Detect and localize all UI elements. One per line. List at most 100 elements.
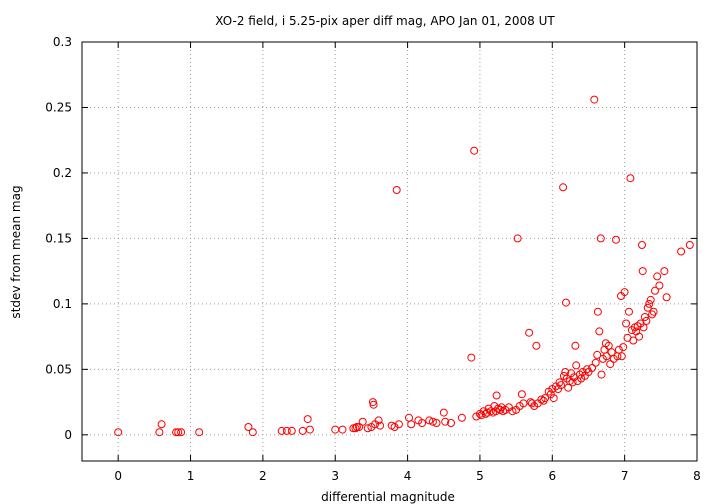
data-point bbox=[358, 417, 367, 426]
x-tick-label: 4 bbox=[404, 469, 412, 483]
data-point bbox=[331, 425, 340, 434]
data-point bbox=[405, 413, 413, 422]
y-tick-labels: 0 0.05 0.1 0.15 0.2 0.25 0.3 bbox=[45, 35, 72, 442]
data-point bbox=[303, 415, 312, 424]
data-point bbox=[428, 417, 437, 426]
data-point bbox=[287, 426, 296, 435]
data-point bbox=[195, 428, 204, 437]
data-point bbox=[305, 425, 314, 434]
data-point bbox=[541, 394, 550, 403]
data-point bbox=[660, 267, 669, 276]
data-point bbox=[338, 425, 347, 434]
data-point bbox=[157, 420, 166, 429]
data-point bbox=[557, 381, 565, 390]
x-tick-label: 6 bbox=[548, 469, 556, 483]
x-tick-labels: 0 1 2 3 4 5 6 7 8 bbox=[114, 469, 700, 483]
data-point bbox=[418, 419, 427, 427]
plot-frame bbox=[81, 41, 698, 462]
data-point bbox=[677, 247, 686, 256]
data-point bbox=[528, 399, 536, 408]
y-tick-label: 0.2 bbox=[53, 166, 72, 180]
data-point bbox=[619, 343, 628, 352]
data-point bbox=[578, 368, 587, 376]
data-point bbox=[627, 326, 636, 335]
data-point bbox=[425, 416, 434, 425]
data-point bbox=[617, 352, 626, 361]
data-point bbox=[559, 371, 568, 380]
data-point bbox=[508, 407, 517, 416]
data-point bbox=[622, 319, 631, 328]
x-tick-label: 8 bbox=[693, 469, 701, 483]
data-point bbox=[177, 428, 186, 437]
data-point bbox=[363, 424, 372, 433]
data-point bbox=[649, 307, 658, 316]
data-point bbox=[467, 353, 476, 362]
data-point bbox=[595, 327, 604, 336]
data-point bbox=[568, 378, 577, 387]
data-point bbox=[532, 341, 541, 350]
data-point bbox=[635, 332, 644, 341]
data-point bbox=[349, 424, 358, 433]
x-tick-label: 5 bbox=[476, 469, 484, 483]
data-point bbox=[655, 281, 664, 290]
x-tick-label: 0 bbox=[114, 469, 122, 483]
data-point bbox=[593, 350, 602, 359]
data-point bbox=[643, 303, 652, 312]
data-point bbox=[591, 358, 600, 367]
data-point bbox=[606, 360, 615, 369]
data-point bbox=[155, 428, 164, 437]
x-axis-title: differential magnitude bbox=[321, 490, 455, 504]
data-point bbox=[638, 267, 647, 276]
data-point bbox=[525, 328, 534, 337]
data-point bbox=[638, 241, 646, 249]
y-tick-label: 0.1 bbox=[53, 297, 72, 311]
data-point bbox=[604, 341, 613, 350]
data-point bbox=[277, 426, 286, 435]
data-point bbox=[494, 404, 502, 413]
chart-title: XO-2 field, i 5.25-pix aper diff mag, AP… bbox=[215, 14, 555, 28]
data-point bbox=[244, 423, 253, 431]
y-tick-label: 0.3 bbox=[53, 35, 72, 49]
data-point bbox=[390, 423, 399, 431]
data-point bbox=[571, 341, 580, 350]
data-point bbox=[492, 391, 501, 400]
data-point bbox=[499, 407, 508, 416]
data-point bbox=[394, 420, 403, 429]
data-point bbox=[596, 234, 605, 243]
data-point bbox=[369, 400, 378, 409]
y-tick-label: 0.25 bbox=[45, 100, 72, 114]
y-axis-title: stdev from mean mag bbox=[9, 185, 23, 318]
data-point bbox=[590, 95, 599, 104]
data-point bbox=[640, 313, 649, 321]
data-point bbox=[537, 395, 546, 404]
x-tick-label: 3 bbox=[331, 469, 339, 483]
y-tick-label: 0.05 bbox=[45, 362, 72, 376]
data-point bbox=[483, 408, 492, 417]
data-point bbox=[572, 361, 581, 370]
data-point bbox=[642, 316, 651, 325]
data-point bbox=[447, 419, 455, 427]
data-point bbox=[626, 174, 635, 183]
data-point bbox=[439, 408, 448, 417]
data-point bbox=[441, 417, 450, 426]
data-point bbox=[602, 352, 611, 361]
data-point bbox=[355, 423, 364, 431]
data-point bbox=[517, 390, 526, 399]
data-point bbox=[612, 235, 620, 244]
data-point bbox=[513, 234, 522, 243]
axis-ticks bbox=[82, 41, 698, 461]
data-point bbox=[432, 419, 441, 427]
data-point bbox=[374, 416, 383, 425]
data-point bbox=[600, 345, 609, 354]
data-point bbox=[352, 423, 361, 431]
data-point bbox=[457, 413, 466, 422]
data-point bbox=[601, 339, 610, 348]
data-point bbox=[114, 428, 123, 437]
data-point bbox=[633, 322, 642, 331]
data-point bbox=[639, 323, 648, 332]
data-point bbox=[651, 286, 659, 295]
data-point bbox=[614, 345, 623, 354]
data-point bbox=[625, 307, 633, 316]
data-point bbox=[282, 426, 291, 435]
data-point bbox=[620, 288, 629, 297]
